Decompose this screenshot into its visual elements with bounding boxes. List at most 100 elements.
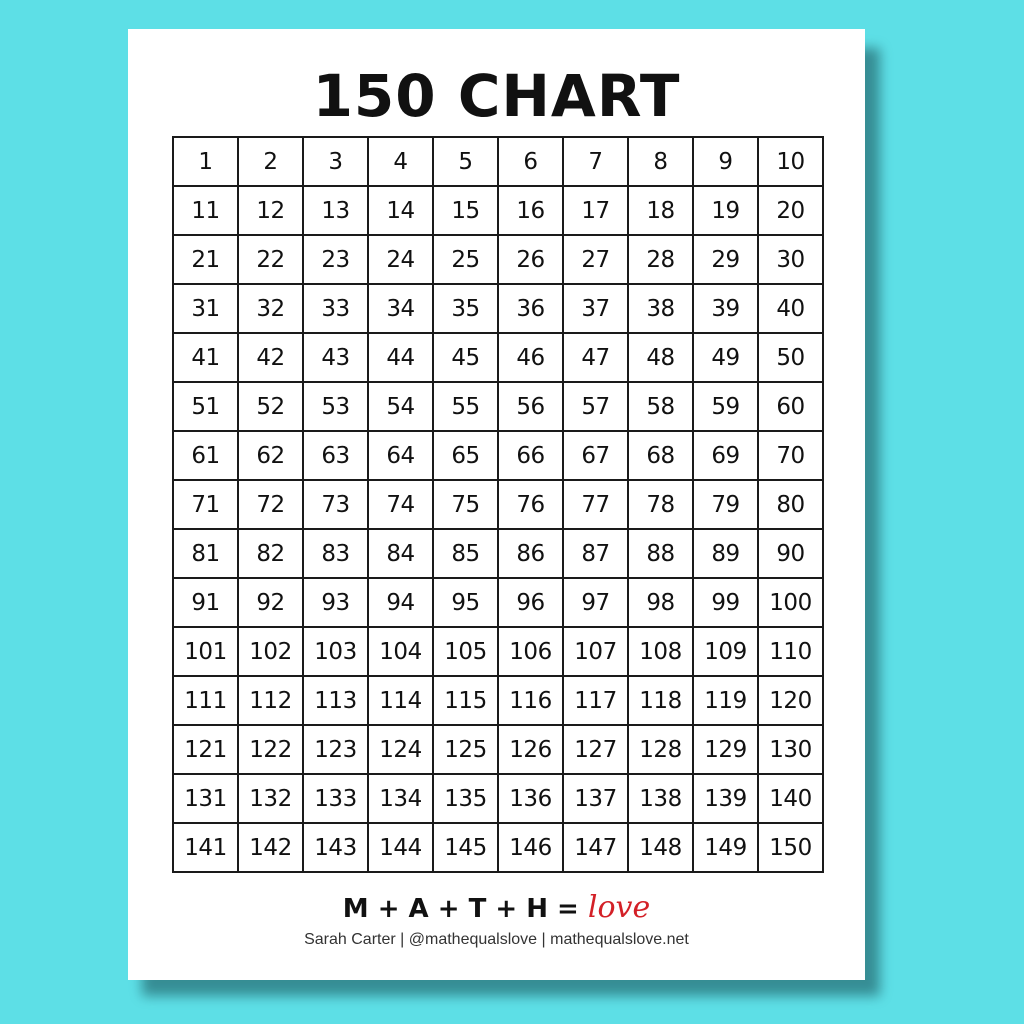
grid-cell: 61	[172, 430, 239, 481]
grid-row: 31 32 33 34 35 36 37 38 39 40	[172, 283, 824, 334]
grid-cell: 33	[302, 283, 369, 334]
grid-row: 41 42 43 44 45 46 47 48 49 50	[172, 332, 824, 383]
grid-cell: 84	[367, 528, 434, 579]
grid-row: 91 92 93 94 95 96 97 98 99 100	[172, 577, 824, 628]
grid-cell: 43	[302, 332, 369, 383]
grid-cell: 150	[757, 822, 824, 873]
grid-cell: 127	[562, 724, 629, 775]
grid-cell: 86	[497, 528, 564, 579]
grid-cell: 53	[302, 381, 369, 432]
grid-cell: 104	[367, 626, 434, 677]
grid-cell: 24	[367, 234, 434, 285]
grid-cell: 148	[627, 822, 694, 873]
grid-cell: 27	[562, 234, 629, 285]
grid-cell: 136	[497, 773, 564, 824]
grid-cell: 116	[497, 675, 564, 726]
grid-cell: 119	[692, 675, 759, 726]
grid-row: 131 132 133 134 135 136 137 138 139 140	[172, 773, 824, 824]
grid-cell: 80	[757, 479, 824, 530]
grid-cell: 25	[432, 234, 499, 285]
grid-cell: 47	[562, 332, 629, 383]
grid-row: 141 142 143 144 145 146 147 148 149 150	[172, 822, 824, 873]
grid-cell: 124	[367, 724, 434, 775]
grid-cell: 126	[497, 724, 564, 775]
grid-cell: 149	[692, 822, 759, 873]
grid-cell: 32	[237, 283, 304, 334]
grid-cell: 23	[302, 234, 369, 285]
grid-row: 21 22 23 24 25 26 27 28 29 30	[172, 234, 824, 285]
grid-cell: 89	[692, 528, 759, 579]
grid-cell: 109	[692, 626, 759, 677]
grid-cell: 59	[692, 381, 759, 432]
grid-row: 71 72 73 74 75 76 77 78 79 80	[172, 479, 824, 530]
grid-row: 111 112 113 114 115 116 117 118 119 120	[172, 675, 824, 726]
grid-cell: 92	[237, 577, 304, 628]
grid-cell: 83	[302, 528, 369, 579]
grid-cell: 131	[172, 773, 239, 824]
grid-cell: 46	[497, 332, 564, 383]
grid-cell: 68	[627, 430, 694, 481]
grid-cell: 18	[627, 185, 694, 236]
grid-cell: 76	[497, 479, 564, 530]
grid-cell: 122	[237, 724, 304, 775]
motto-text: M + A + T + H =	[342, 894, 588, 924]
grid-cell: 42	[237, 332, 304, 383]
grid-cell: 138	[627, 773, 694, 824]
grid-cell: 130	[757, 724, 824, 775]
chart-page: 150 CHART 1 2 3 4 5 6 7 8 9 10 11 12 13 14 15 16 17 18 19 2…	[128, 29, 865, 980]
grid-cell: 62	[237, 430, 304, 481]
grid-cell: 48	[627, 332, 694, 383]
grid-cell: 75	[432, 479, 499, 530]
grid-cell: 38	[627, 283, 694, 334]
grid-cell: 44	[367, 332, 434, 383]
grid-cell: 73	[302, 479, 369, 530]
grid-cell: 102	[237, 626, 304, 677]
grid-cell: 100	[757, 577, 824, 628]
grid-cell: 10	[757, 136, 824, 187]
grid-cell: 12	[237, 185, 304, 236]
grid-cell: 121	[172, 724, 239, 775]
grid-cell: 118	[627, 675, 694, 726]
grid-row: 61 62 63 64 65 66 67 68 69 70	[172, 430, 824, 481]
grid-cell: 67	[562, 430, 629, 481]
grid-cell: 133	[302, 773, 369, 824]
grid-cell: 77	[562, 479, 629, 530]
grid-row: 51 52 53 54 55 56 57 58 59 60	[172, 381, 824, 432]
grid-cell: 1	[172, 136, 239, 187]
grid-cell: 49	[692, 332, 759, 383]
grid-cell: 56	[497, 381, 564, 432]
grid-cell: 22	[237, 234, 304, 285]
grid-cell: 146	[497, 822, 564, 873]
grid-cell: 103	[302, 626, 369, 677]
grid-cell: 31	[172, 283, 239, 334]
motto: M + A + T + H = love	[128, 891, 865, 925]
grid-cell: 91	[172, 577, 239, 628]
grid-cell: 99	[692, 577, 759, 628]
grid-cell: 143	[302, 822, 369, 873]
grid-cell: 34	[367, 283, 434, 334]
grid-cell: 129	[692, 724, 759, 775]
grid-cell: 141	[172, 822, 239, 873]
grid-cell: 40	[757, 283, 824, 334]
grid-cell: 125	[432, 724, 499, 775]
grid-cell: 9	[692, 136, 759, 187]
grid-row: 11 12 13 14 15 16 17 18 19 20	[172, 185, 824, 236]
grid-cell: 78	[627, 479, 694, 530]
grid-cell: 19	[692, 185, 759, 236]
grid-cell: 28	[627, 234, 694, 285]
grid-cell: 7	[562, 136, 629, 187]
page-title: 150 CHART	[312, 62, 681, 130]
grid-cell: 6	[497, 136, 564, 187]
grid-cell: 93	[302, 577, 369, 628]
grid-cell: 95	[432, 577, 499, 628]
grid-cell: 2	[237, 136, 304, 187]
grid-cell: 120	[757, 675, 824, 726]
grid-cell: 65	[432, 430, 499, 481]
grid-cell: 101	[172, 626, 239, 677]
grid-cell: 114	[367, 675, 434, 726]
grid-cell: 145	[432, 822, 499, 873]
grid-cell: 13	[302, 185, 369, 236]
grid-cell: 110	[757, 626, 824, 677]
grid-cell: 142	[237, 822, 304, 873]
grid-cell: 81	[172, 528, 239, 579]
